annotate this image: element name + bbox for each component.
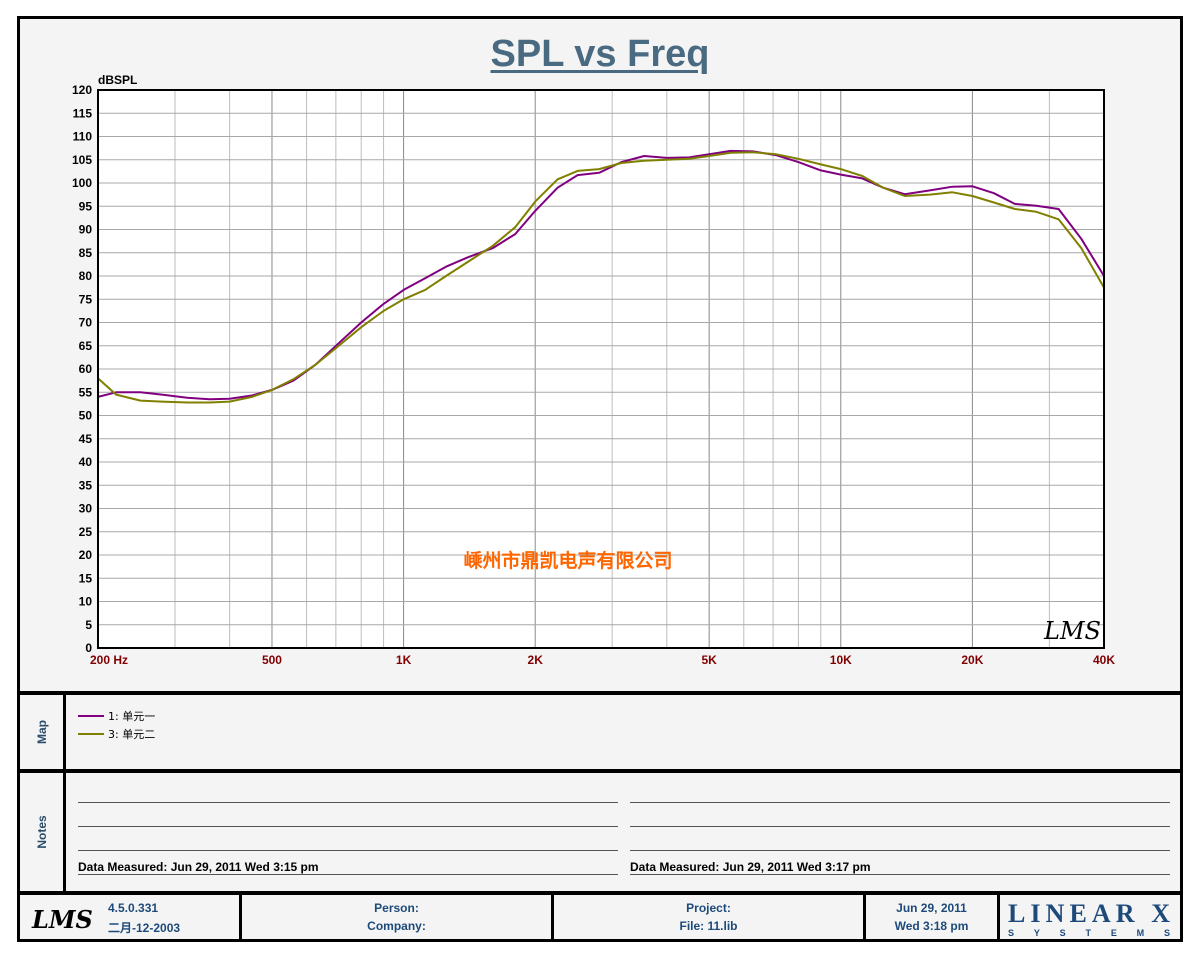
footer: LMS 4.5.0.331 二月-12-2003 Person: Company… (20, 895, 1180, 939)
x-tick-label: 200 Hz (90, 653, 128, 667)
legend-swatch-series-3 (78, 733, 104, 735)
brand-subtext: SYSTEMS (1008, 928, 1170, 938)
y-tick-label: 60 (79, 362, 93, 376)
y-tick-label: 10 (79, 595, 93, 609)
x-tick-label: 40K (1093, 653, 1115, 667)
legend-item: 3: 单元二 (78, 725, 155, 743)
notes-label: Notes (34, 815, 49, 849)
x-tick-label: 500 (262, 653, 282, 667)
y-tick-label: 105 (72, 153, 92, 167)
map-panel: Map 1: 单元一 3: 单元二 (20, 695, 1180, 773)
footer-time: Wed 3:18 pm (894, 919, 969, 933)
y-tick-label: 65 (79, 339, 93, 353)
y-tick-label: 85 (79, 246, 93, 260)
lms-chart-mark: LMS (1043, 617, 1101, 645)
notes-label-cell: Notes (20, 773, 66, 891)
company-label: Company: (367, 919, 426, 933)
y-tick-label: 120 (72, 83, 92, 97)
plot-border (97, 89, 1105, 649)
note-line (78, 850, 618, 851)
footer-person-cell: Person: Company: (242, 895, 554, 939)
company-watermark: 嵊州市鼎凯电声有限公司 (463, 549, 672, 572)
y-tick-label: 25 (79, 525, 93, 539)
footer-date-cell: Jun 29, 2011 Wed 3:18 pm (866, 895, 1000, 939)
map-label-cell: Map (20, 695, 66, 769)
y-tick-label: 15 (79, 571, 93, 585)
y-tick-label: 75 (79, 292, 93, 306)
y-tick-label: 70 (79, 316, 93, 330)
legend-swatch-series-1 (78, 715, 104, 717)
notes-column-right: Data Measured: Jun 29, 2011 Wed 3:17 pm (630, 773, 1170, 891)
graph-panel: SPL vs Freq 0 5 10 15 20 25 30 35 40 45 50 55 60 65 70… (20, 19, 1180, 695)
build-date: 二月-12-2003 (108, 921, 181, 935)
note-line (630, 850, 1170, 851)
person-label: Person: (374, 901, 419, 915)
footer-version-cell: LMS 4.5.0.331 二月-12-2003 (20, 895, 242, 939)
lms-logo: LMS (31, 905, 93, 934)
legend-label-series-1: 1: 单元一 (108, 710, 156, 723)
notes-column-left: Data Measured: Jun 29, 2011 Wed 3:15 pm (78, 773, 618, 891)
map-label: Map (34, 720, 49, 744)
note-line (630, 826, 1170, 827)
y-tick-label: 20 (79, 548, 93, 562)
y-tick-label: 5 (85, 618, 92, 632)
data-measured-right: Data Measured: Jun 29, 2011 Wed 3:17 pm (630, 860, 871, 874)
x-tick-label: 10K (830, 653, 852, 667)
version: 4.5.0.331 (108, 901, 159, 915)
legend-item: 1: 单元一 (78, 707, 155, 725)
notes-panel: Notes Data Measured: Jun 29, 2011 Wed 3:… (20, 773, 1180, 895)
y-tick-label: 95 (79, 199, 93, 213)
legend-label-series-3: 3: 单元二 (108, 728, 156, 741)
x-tick-label: 5K (702, 653, 718, 667)
x-tick-label: 2K (528, 653, 544, 667)
y-axis-unit: dBSPL (98, 73, 137, 87)
note-line (78, 826, 618, 827)
report-frame: SPL vs Freq 0 5 10 15 20 25 30 35 40 45 50 55 60 65 70… (17, 16, 1183, 942)
y-tick-label: 45 (79, 432, 93, 446)
y-tick-label: 30 (79, 502, 93, 516)
note-line (630, 802, 1170, 803)
chart-title: SPL vs Freq (490, 33, 710, 75)
lms-logo-text: LMS (31, 905, 93, 934)
y-tick-label: 50 (79, 409, 93, 423)
file-label: File: 11.lib (679, 919, 738, 933)
y-tick-label: 100 (72, 176, 92, 190)
spl-frequency-chart: 0 5 10 15 20 25 30 35 40 45 50 55 60 65 70 75 80 85 90 95 10… (72, 73, 1115, 667)
x-tick-label: 1K (396, 653, 412, 667)
x-tick-label: 20K (961, 653, 983, 667)
note-line (78, 802, 618, 803)
y-tick-label: 55 (79, 385, 93, 399)
data-measured-left: Data Measured: Jun 29, 2011 Wed 3:15 pm (78, 860, 319, 874)
brand-text: LINEAR X (1008, 899, 1170, 928)
y-tick-label: 80 (79, 269, 93, 283)
linearx-logo: LINEAR X SYSTEMS (1008, 899, 1170, 938)
footer-project-cell: Project: File: 11.lib (554, 895, 866, 939)
project-label: Project: (686, 901, 731, 915)
footer-brand-cell: LINEAR X SYSTEMS (1000, 895, 1180, 939)
y-tick-label: 35 (79, 478, 93, 492)
note-line (630, 874, 1170, 875)
legend: 1: 单元一 3: 单元二 (78, 707, 155, 743)
y-tick-label: 115 (73, 106, 93, 120)
footer-date: Jun 29, 2011 (896, 901, 967, 915)
y-tick-label: 90 (79, 223, 93, 237)
note-line (78, 874, 618, 875)
y-tick-label: 110 (73, 130, 93, 144)
series-line-2 (97, 151, 1105, 404)
y-tick-label: 0 (85, 641, 92, 655)
y-tick-label: 40 (79, 455, 93, 469)
